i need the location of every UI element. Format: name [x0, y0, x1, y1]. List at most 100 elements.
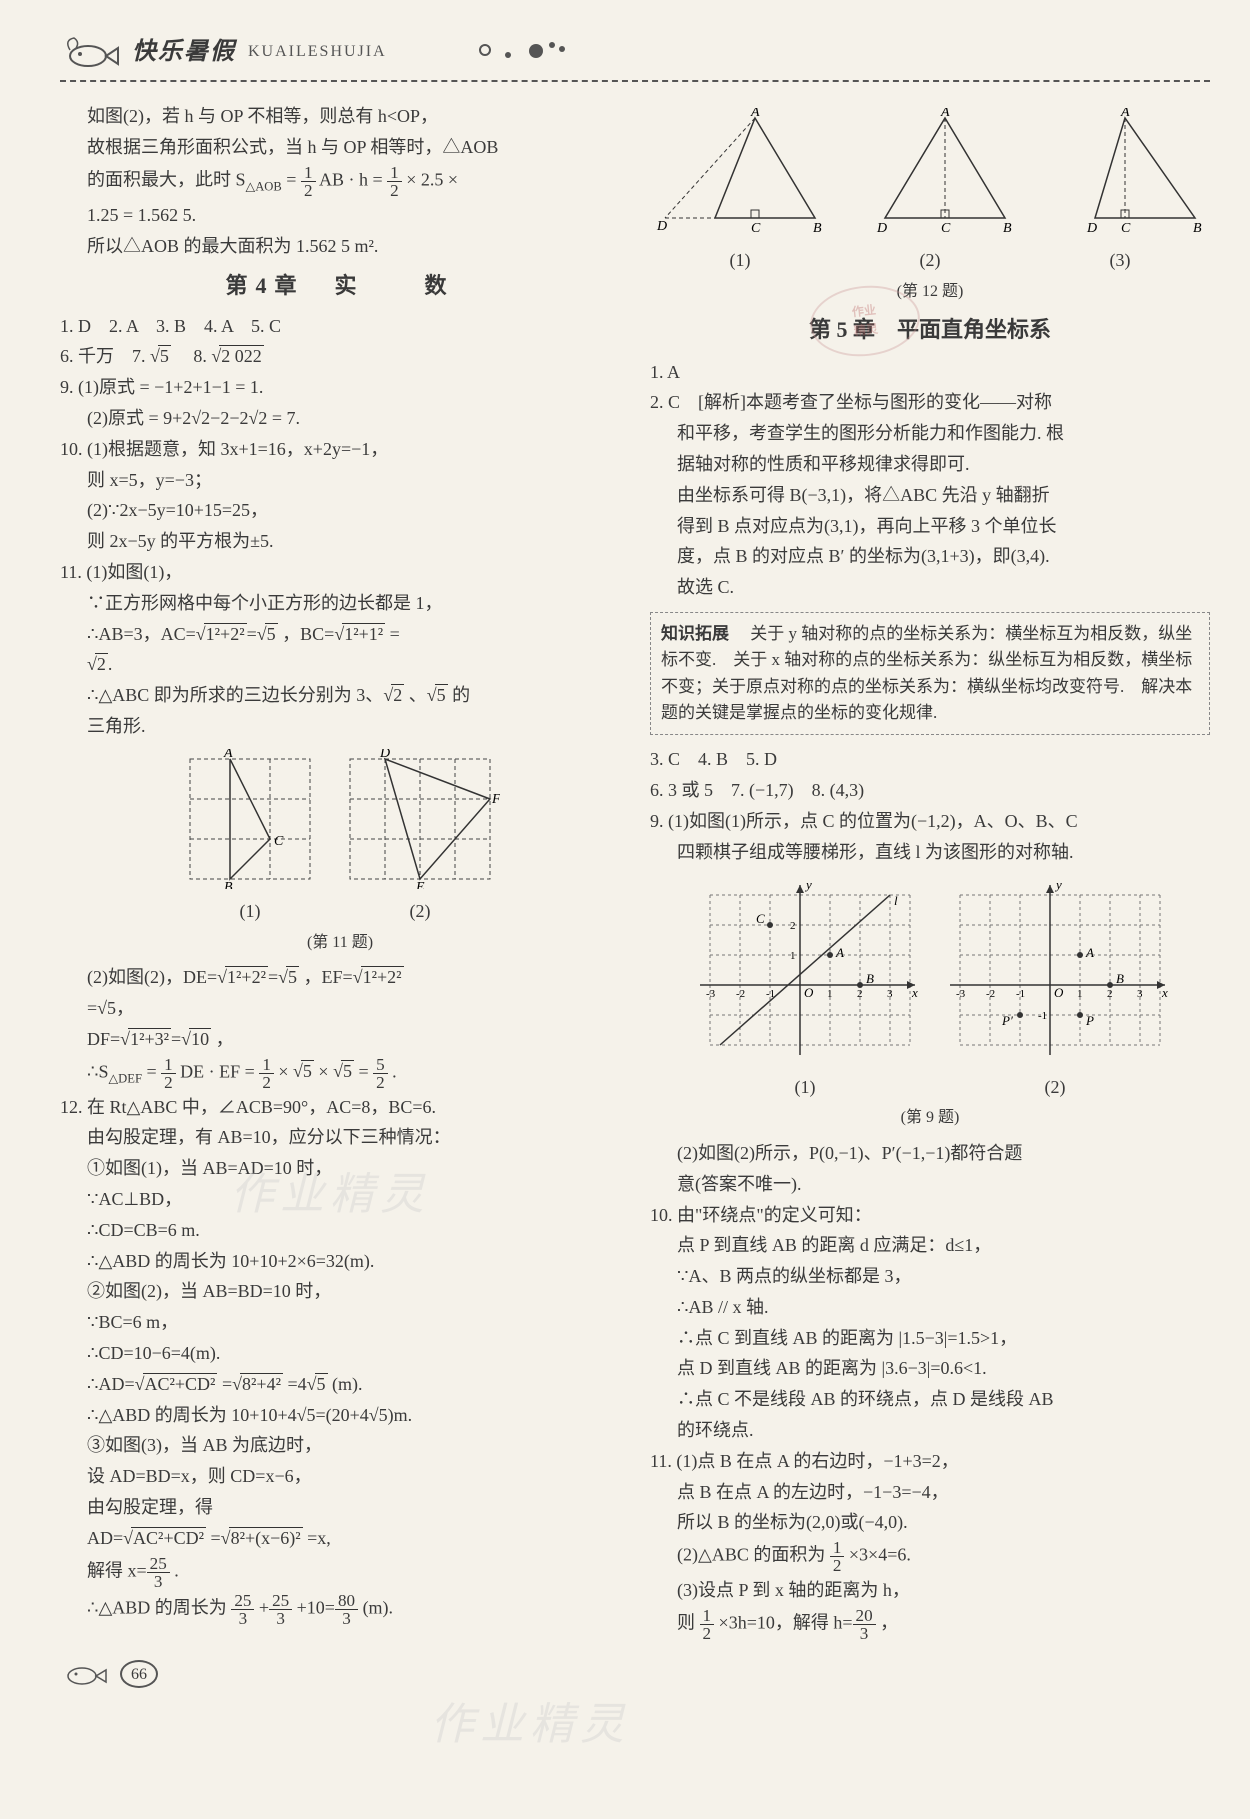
svg-text:x: x	[1161, 985, 1168, 1000]
text: DF=	[87, 1029, 120, 1049]
svg-text:F: F	[491, 792, 500, 807]
text-line: 由坐标系可得 B(−3,1)，将△ABC 先沿 y 轴翻折	[650, 481, 1210, 510]
svg-text:D: D	[656, 219, 667, 234]
text: (m).	[363, 1598, 394, 1618]
text-line: 2. C [解析]本题考查了坐标与图形的变化——对称	[650, 388, 1210, 417]
text: ∴AD=	[87, 1374, 135, 1394]
fig-label: (2)	[340, 897, 500, 926]
svg-text:A: A	[223, 749, 233, 761]
text-line: ∴△ABD 的周长为 253 +253 +10=803 (m).	[60, 1592, 620, 1627]
text-line: 的面积最大，此时 S△AOB = 12 AB · h = 12 × 2.5 ×	[60, 164, 620, 199]
svg-text:P′: P′	[1001, 1013, 1013, 1028]
text-line: 和平移，考查学生的图形分析能力和作图能力. 根	[650, 419, 1210, 448]
svg-text:A: A	[835, 945, 844, 960]
svg-text:B: B	[866, 971, 874, 986]
text-line: (2)△ABC 的面积为 12 ×3×4=6.	[650, 1539, 1210, 1574]
text-line: ∴△ABC 即为所求的三边长分别为 3、2 、5 的	[60, 681, 620, 710]
text: ∴△ABD 的周长为	[87, 1598, 231, 1618]
fig-label: (1)	[655, 246, 825, 275]
text-line: ∴AB // x 轴.	[650, 1293, 1210, 1322]
text: 则	[677, 1613, 700, 1633]
svg-text:C: C	[941, 221, 951, 236]
svg-text:1: 1	[1077, 988, 1083, 1000]
svg-text:1: 1	[790, 950, 796, 962]
text: ，	[216, 1029, 234, 1049]
text: (m).	[332, 1374, 363, 1394]
text: ×	[318, 1061, 333, 1081]
text: (2)△ABC 的面积为	[677, 1545, 830, 1565]
svg-text:O: O	[1054, 985, 1064, 1000]
text-line: 点 D 到直线 AB 的距离为 |3.6−3|=0.6<1.	[650, 1354, 1210, 1383]
text-line: 意(答案不唯一).	[650, 1170, 1210, 1199]
text-line: 设 AD=BD=x，则 CD=x−6，	[60, 1462, 620, 1491]
svg-text:A: A	[940, 108, 950, 120]
text: ∴S	[87, 1061, 108, 1081]
svg-text:3: 3	[1137, 988, 1143, 1000]
svg-text:C: C	[274, 834, 284, 849]
text: =	[211, 1528, 221, 1548]
text: 6. 千万 7.	[60, 346, 150, 366]
figure-12-2: A D C B	[845, 108, 1015, 238]
text-line: 故选 C.	[650, 573, 1210, 602]
answer-line: 1. A	[650, 358, 1210, 387]
text-line: (2)∵2x−5y=10+15=25，	[60, 496, 620, 525]
chapter-5-heading: 第 5 章 平面直角坐标系 作业 精灵	[650, 312, 1210, 347]
figure-12-3: A D C B	[1035, 108, 1205, 238]
text: +	[259, 1598, 269, 1618]
text-line: ∴点 C 不是线段 AB 的环绕点，点 D 是线段 AB	[650, 1385, 1210, 1414]
text-line: 得到 B 点对应点为(3,1)，再向上平移 3 个单位长	[650, 512, 1210, 541]
knowledge-box: 知识拓展 关于 y 轴对称的点的坐标关系为：横坐标互为相反数，纵坐标不变. 关于…	[650, 612, 1210, 735]
text-line: 四颗棋子组成等腰梯形，直线 l 为该图形的对称轴.	[650, 838, 1210, 867]
figure-12-sublabels: (1) (2) (3)	[650, 246, 1210, 275]
text-line: ∵正方形网格中每个小正方形的边长都是 1，	[60, 589, 620, 618]
text-line: 1.25 = 1.562 5.	[60, 201, 620, 230]
text-line: ∴△ABD 的周长为 10+10+4√5=(20+4√5)m.	[60, 1401, 620, 1430]
text: ×	[278, 1061, 293, 1081]
text: .	[174, 1560, 179, 1580]
text-line: ∴点 C 到直线 AB 的距离为 |1.5−3|=1.5>1，	[650, 1324, 1210, 1353]
text-line: 所以△AOB 的最大面积为 1.562 5 m².	[60, 232, 620, 261]
fish-icon	[60, 30, 120, 74]
text: =	[286, 169, 301, 189]
svg-text:A: A	[1120, 108, 1130, 120]
text: =	[390, 624, 400, 644]
text: =	[146, 1061, 161, 1081]
figure-9: A B C O x y -3-2-1 123 12 l A B P	[650, 875, 1210, 1065]
fig-label: (2)	[845, 246, 1015, 275]
header-title-cn: 快乐暑假	[132, 33, 236, 71]
svg-text:x: x	[911, 985, 918, 1000]
text-line: =√5，	[60, 994, 620, 1023]
svg-text:C: C	[751, 221, 761, 236]
text-line: ∴CD=CB=6 m.	[60, 1216, 620, 1245]
text-line: 11. (1)如图(1)，	[60, 558, 620, 587]
header-dots	[399, 42, 1210, 62]
text: =	[222, 1374, 232, 1394]
knowledge-box-title: 知识拓展	[661, 624, 729, 643]
svg-text:O: O	[804, 985, 814, 1000]
svg-text:C: C	[1121, 221, 1131, 236]
text-line: (2)原式 = 9+2√2−2−2√2 = 7.	[60, 404, 620, 433]
figure-11-sublabels: (1) (2)	[60, 897, 620, 926]
answer-line: 3. C 4. B 5. D	[650, 745, 1210, 774]
svg-text:-2: -2	[736, 988, 745, 1000]
chapter-5-text: 第 5 章 平面直角坐标系	[809, 317, 1051, 342]
text-line: 11. (1)点 B 在点 A 的右边时，−1+3=2，	[650, 1447, 1210, 1476]
text-line: 则 12 ×3h=10，解得 h=203 ，	[650, 1607, 1210, 1642]
figure-11-2: D E F	[340, 749, 500, 889]
text: =	[358, 1061, 373, 1081]
fig-label: (1)	[690, 1073, 920, 1102]
text: ∴△ABC 即为所求的三边长分别为 3、	[87, 685, 383, 705]
figure-9-2: A B P P′ O x y -3-2-1 123 -1	[940, 875, 1170, 1065]
fig-label: (3)	[1035, 246, 1205, 275]
text: =4	[287, 1374, 306, 1394]
text: × 2.5 ×	[406, 169, 458, 189]
svg-text:-1: -1	[766, 988, 775, 1000]
svg-text:2: 2	[1107, 988, 1113, 1000]
text-line: 点 P 到直线 AB 的距离 d 应满足：d≤1，	[650, 1231, 1210, 1260]
text: .	[392, 1061, 397, 1081]
text-line: ②如图(2)，当 AB=BD=10 时，	[60, 1277, 620, 1306]
page-header: 快乐暑假 KUAILESHUJIA	[60, 30, 1210, 82]
text-line: ∵AC⊥BD，	[60, 1185, 620, 1214]
text-line: 则 2x−5y 的平方根为±5.	[60, 527, 620, 556]
svg-text:1: 1	[827, 988, 833, 1000]
